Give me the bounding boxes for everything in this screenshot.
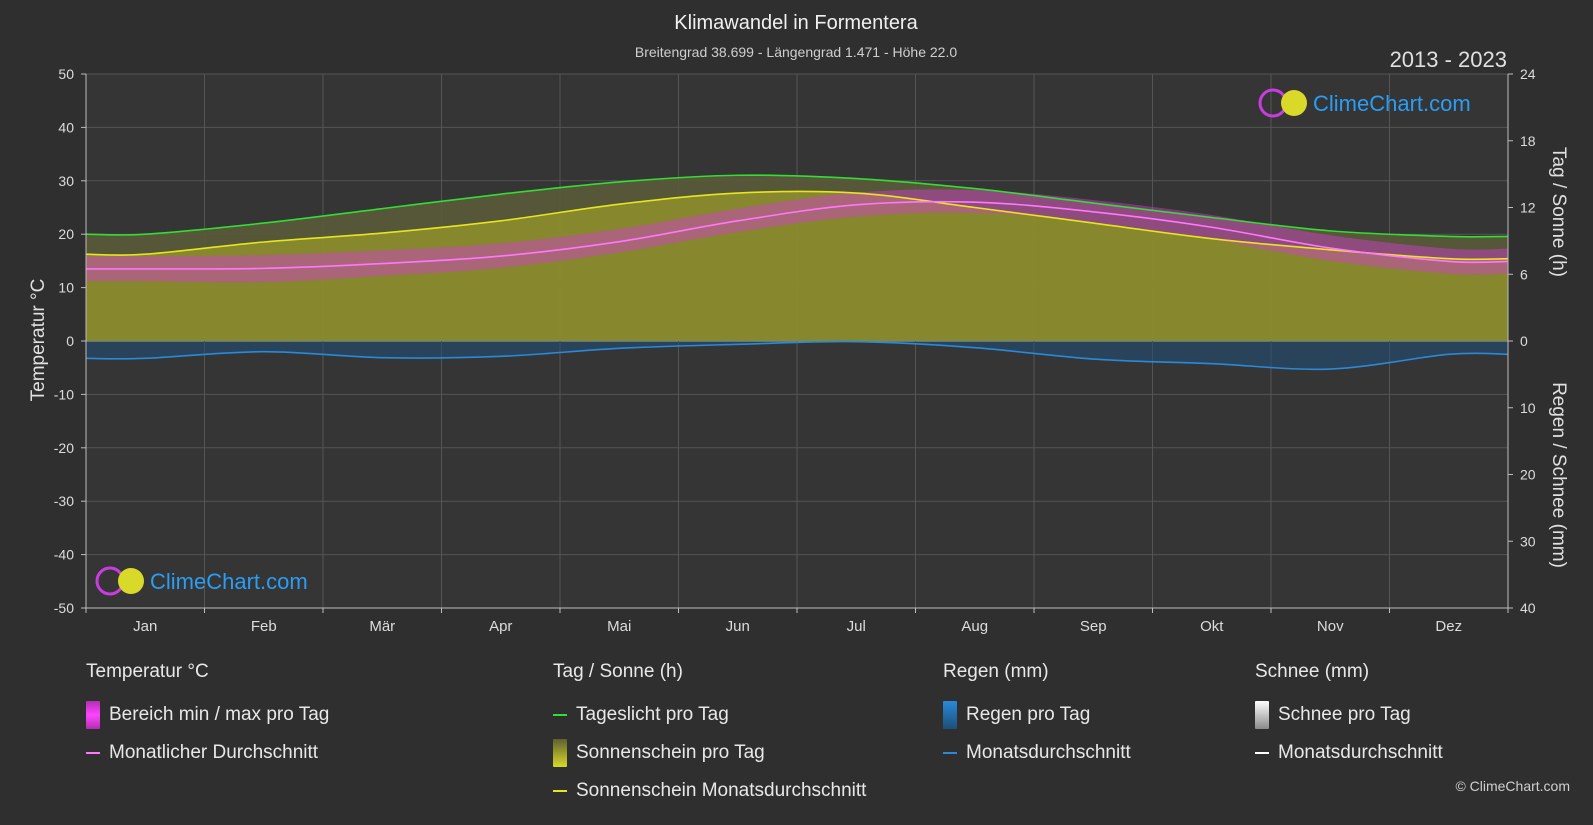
month-tick-label: Aug bbox=[961, 618, 988, 635]
legend-swatch-icon bbox=[1255, 752, 1269, 754]
right-tick-label-rain: 10 bbox=[1520, 400, 1536, 416]
legend-heading: Temperatur °C bbox=[86, 661, 209, 682]
climate-chart: Klimawandel in Formentera Breitengrad 38… bbox=[28, 12, 1569, 635]
right-tick-label-rain: 20 bbox=[1520, 467, 1536, 483]
right-tick-label-hours: 12 bbox=[1520, 200, 1536, 216]
legend-label: Monatsdurchschnitt bbox=[1278, 742, 1443, 763]
legend-label: Sonnenschein pro Tag bbox=[576, 742, 765, 763]
logo-sun-icon bbox=[1281, 90, 1307, 116]
legend-item: Sonnenschein Monatsdurchschnitt bbox=[553, 772, 866, 810]
month-tick-label: Mär bbox=[369, 618, 395, 635]
left-axis-label: Temperatur °C bbox=[28, 279, 49, 402]
daylight-line bbox=[85, 174, 1509, 238]
legend-swatch-icon bbox=[553, 790, 567, 792]
month-tick-label: Feb bbox=[251, 618, 277, 635]
left-tick-label: -50 bbox=[54, 600, 74, 616]
left-tick-label: -10 bbox=[54, 386, 74, 402]
legend-label: Monatsdurchschnitt bbox=[966, 742, 1131, 763]
left-tick-label: 0 bbox=[66, 333, 74, 349]
brand-logo-bottom[interactable]: ClimeChart.com bbox=[95, 566, 308, 596]
legend-item: Bereich min / max pro Tag bbox=[86, 696, 329, 734]
left-tick-label: -20 bbox=[54, 440, 74, 456]
series-layer bbox=[85, 174, 1509, 371]
brand-logo-top[interactable]: ClimeChart.com bbox=[1258, 88, 1471, 118]
legend-swatch-icon bbox=[553, 739, 567, 767]
month-tick-label: Okt bbox=[1200, 618, 1224, 635]
legend-item: Regen pro Tag bbox=[943, 696, 1131, 734]
legend-swatch-icon bbox=[1255, 701, 1269, 729]
right-tick-label-rain: 40 bbox=[1520, 600, 1536, 616]
temp-avg-line bbox=[85, 200, 1509, 270]
right-tick-label-rain: 30 bbox=[1520, 533, 1536, 549]
rain-area bbox=[86, 341, 1508, 370]
right-tick-label-hours: 24 bbox=[1520, 66, 1536, 82]
rain-avg-line bbox=[85, 340, 1509, 371]
right-axis-label-bottom: Regen / Schnee (mm) bbox=[1548, 382, 1569, 568]
month-tick-label: Apr bbox=[489, 618, 512, 635]
legend-label: Regen pro Tag bbox=[966, 704, 1091, 725]
legend-label: Schnee pro Tag bbox=[1278, 704, 1411, 725]
temp-range-band bbox=[86, 189, 1508, 283]
legend-heading: Tag / Sonne (h) bbox=[553, 661, 683, 682]
right-tick-label-hours: 6 bbox=[1520, 266, 1528, 282]
month-tick-label: Nov bbox=[1317, 618, 1344, 635]
legend-item: Schnee pro Tag bbox=[1255, 696, 1443, 734]
left-tick-label: -40 bbox=[54, 547, 74, 563]
legend-label: Monatlicher Durchschnitt bbox=[109, 742, 319, 763]
left-tick-label: 50 bbox=[58, 66, 74, 82]
right-tick-label-hours: 18 bbox=[1520, 133, 1536, 149]
legend-item: Monatlicher Durchschnitt bbox=[86, 734, 329, 772]
month-tick-label: Dez bbox=[1435, 618, 1462, 635]
month-tick-label: Mai bbox=[607, 618, 631, 635]
legend-group: Schnee (mm) Schnee pro Tag Monatsdurchschn… bbox=[1255, 660, 1443, 772]
left-tick-label: -30 bbox=[54, 493, 74, 509]
axes: 50 40 30 20 10 0 -10 -20 -30 -40 -50 24 18 12 6 0 10 20 30… bbox=[54, 66, 1536, 635]
sunshine-avg-line bbox=[85, 190, 1509, 261]
month-tick-label: Jan bbox=[133, 618, 157, 635]
right-tick-label-hours: 0 bbox=[1520, 333, 1528, 349]
legend-swatch-icon bbox=[553, 714, 567, 716]
chart-subtitle: Breitengrad 38.699 - Längengrad 1.471 - … bbox=[635, 44, 957, 60]
left-tick-label: 40 bbox=[58, 119, 74, 135]
left-tick-label: 30 bbox=[58, 173, 74, 189]
legend-swatch-icon bbox=[943, 752, 957, 754]
legend-group: Regen (mm) Regen pro Tag Monatsdurchschnit… bbox=[943, 660, 1131, 772]
legend-swatch-icon bbox=[943, 701, 957, 729]
legend-label: Tageslicht pro Tag bbox=[576, 704, 729, 725]
month-tick-label: Jul bbox=[847, 618, 866, 635]
logo-sun-icon bbox=[118, 568, 144, 594]
chart-title: Klimawandel in Formentera bbox=[674, 12, 918, 34]
legend-item: Monatsdurchschnitt bbox=[943, 734, 1131, 772]
copyright-text: © ClimeChart.com bbox=[1455, 778, 1570, 794]
legend-swatch-icon bbox=[86, 701, 100, 729]
legend-item: Sonnenschein pro Tag bbox=[553, 734, 866, 772]
right-axis-label-top: Tag / Sonne (h) bbox=[1548, 147, 1569, 277]
sunshine-area bbox=[86, 191, 1508, 341]
left-tick-label: 10 bbox=[58, 280, 74, 296]
legend-heading: Regen (mm) bbox=[943, 661, 1049, 682]
left-tick-label: 20 bbox=[58, 226, 74, 242]
month-tick-label: Sep bbox=[1080, 618, 1107, 635]
legend-swatch-icon bbox=[86, 752, 100, 754]
legend-heading: Schnee (mm) bbox=[1255, 661, 1370, 682]
brand-text-top: ClimeChart.com bbox=[1313, 91, 1471, 116]
brand-text-bottom: ClimeChart.com bbox=[150, 569, 308, 594]
legend-label: Bereich min / max pro Tag bbox=[109, 704, 330, 725]
legend-group: Temperatur °C Bereich min / max pro Tag Mo… bbox=[86, 660, 329, 772]
legend-group: Tag / Sonne (h) Tageslicht pro Tag Sonnens… bbox=[553, 660, 866, 810]
legend-label: Sonnenschein Monatsdurchschnitt bbox=[576, 780, 867, 801]
year-range: 2013 - 2023 bbox=[1390, 47, 1507, 72]
legend-item: Monatsdurchschnitt bbox=[1255, 734, 1443, 772]
legend-item: Tageslicht pro Tag bbox=[553, 696, 866, 734]
month-tick-label: Jun bbox=[726, 618, 750, 635]
